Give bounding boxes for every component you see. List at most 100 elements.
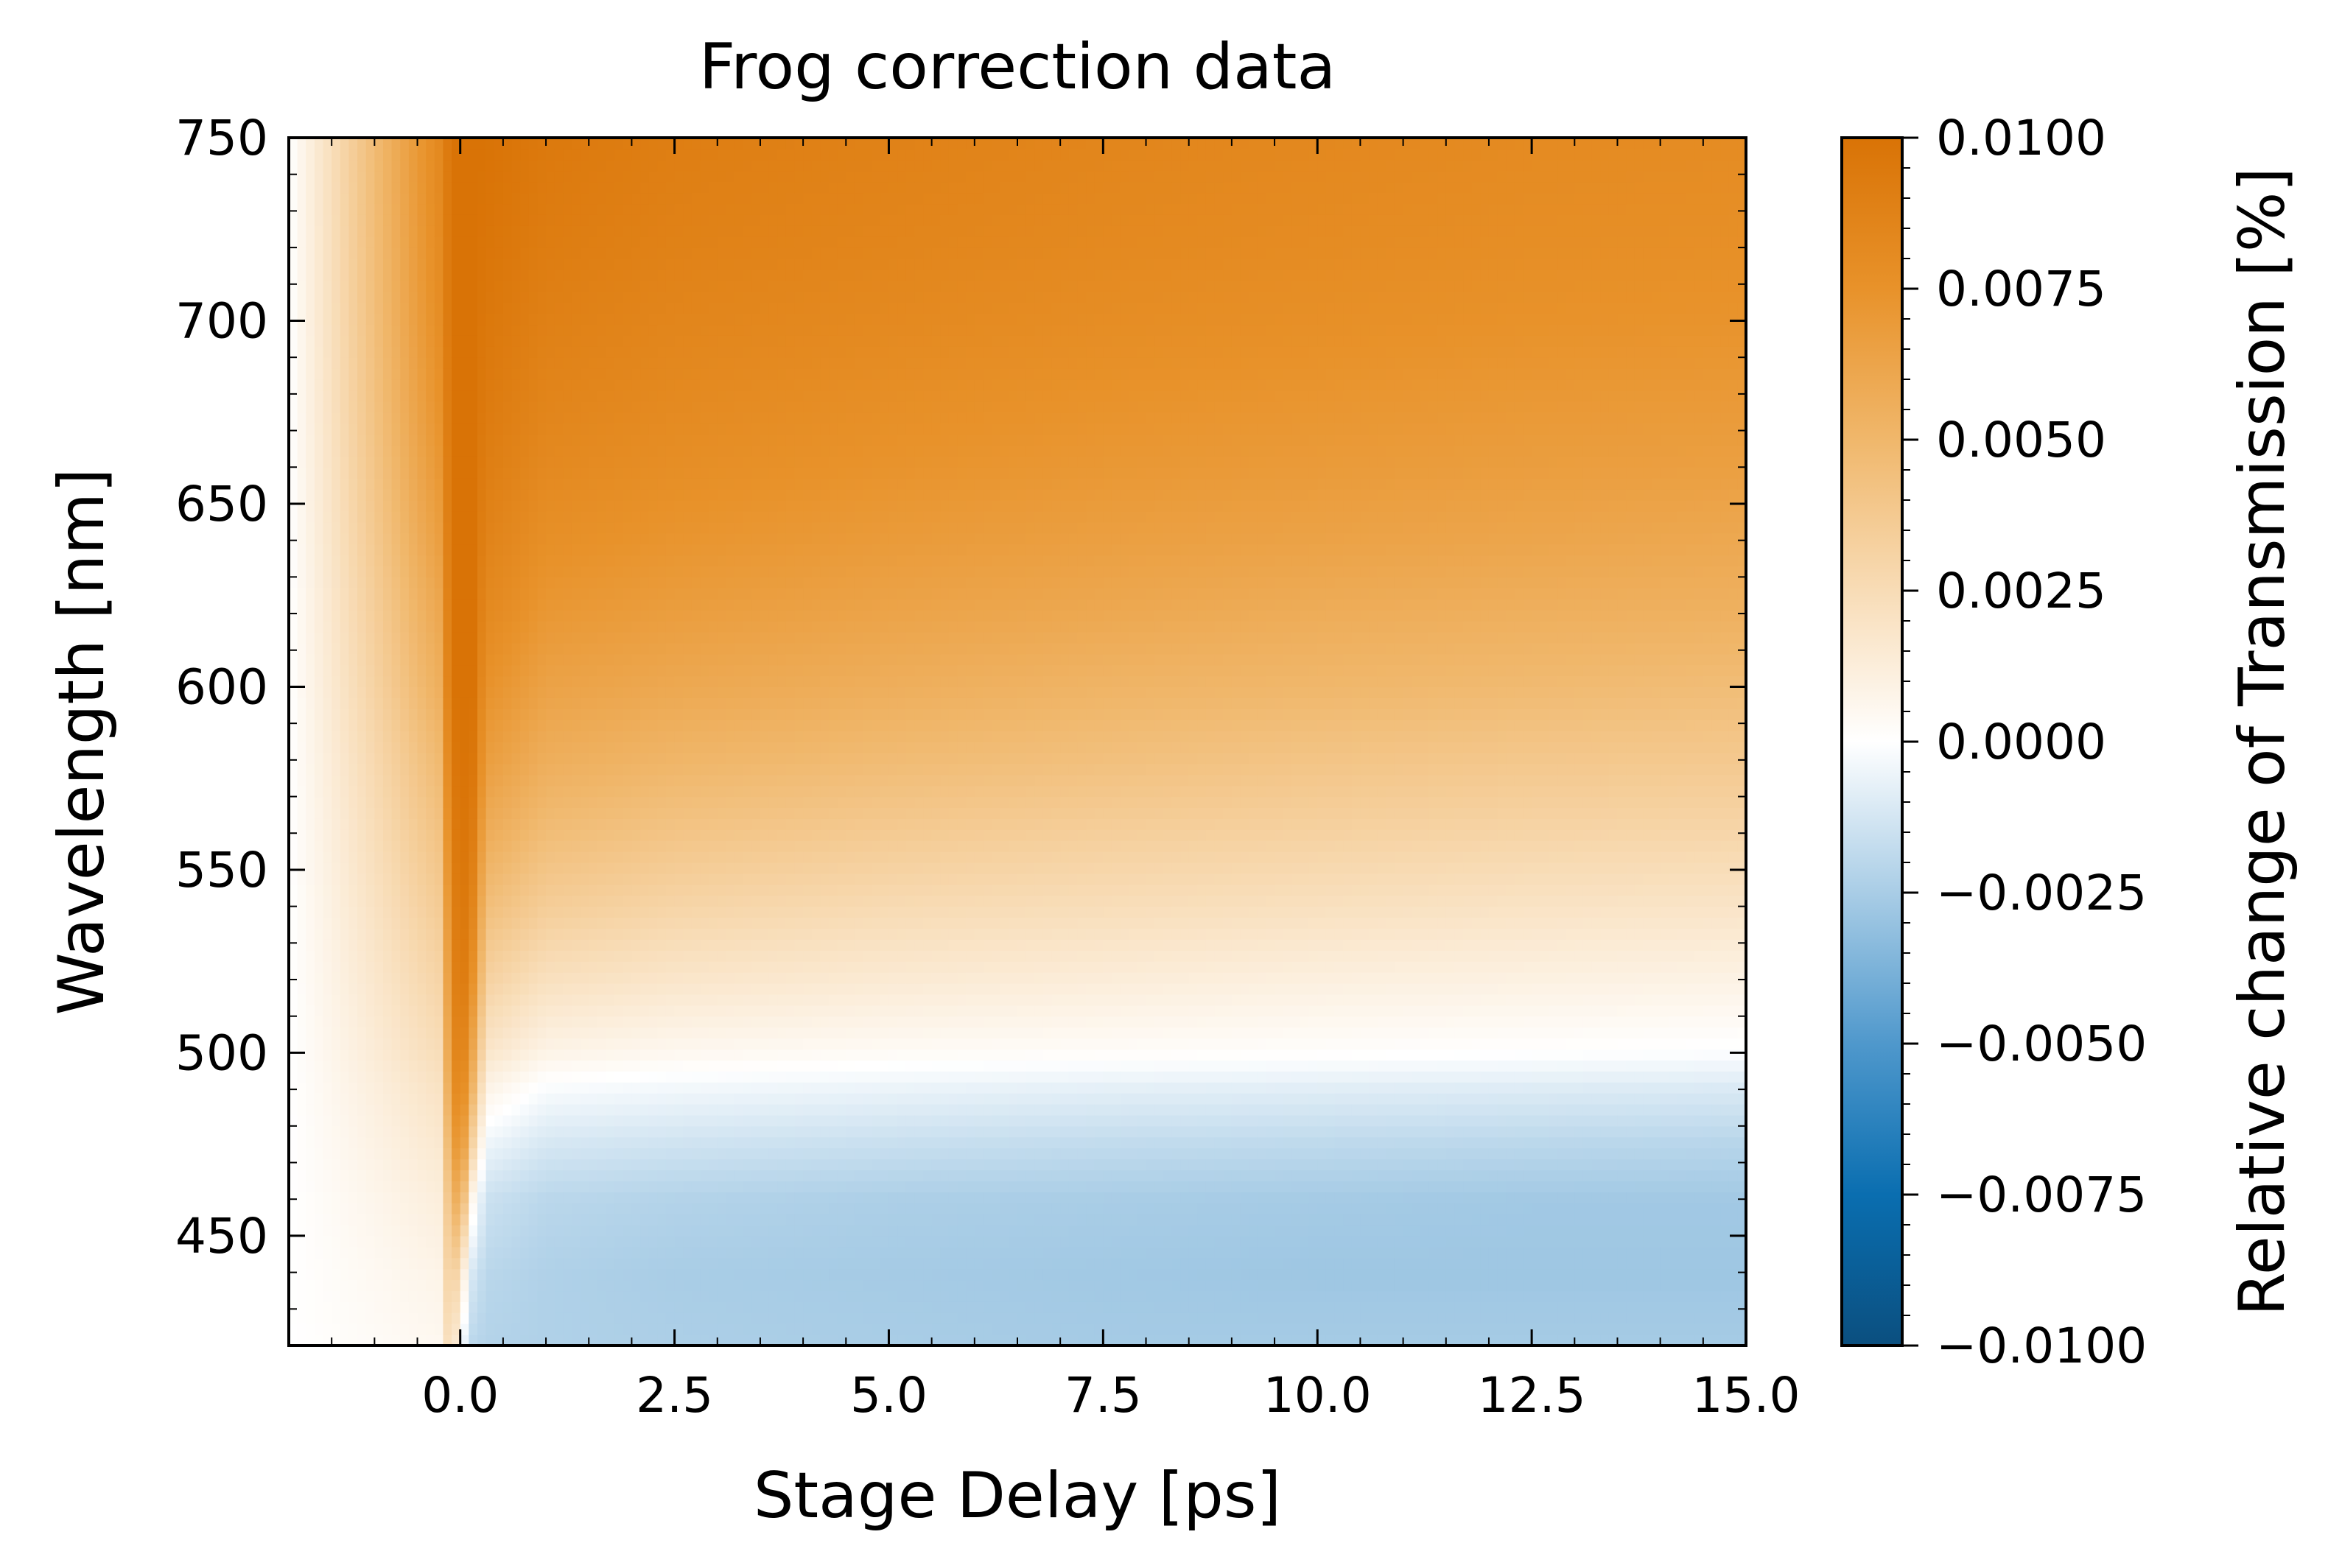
heatmap-cell bbox=[400, 1181, 410, 1192]
heatmap-cell bbox=[537, 1049, 547, 1061]
heatmap-cell bbox=[374, 1335, 384, 1346]
heatmap-cell bbox=[374, 1049, 384, 1061]
heatmap-cell bbox=[571, 1005, 581, 1017]
heatmap-cell bbox=[589, 357, 598, 369]
heatmap-cell bbox=[606, 1290, 615, 1302]
heatmap-cell bbox=[614, 236, 624, 248]
heatmap-cell bbox=[306, 763, 315, 776]
heatmap-cell bbox=[614, 170, 624, 183]
heatmap-cell bbox=[417, 675, 427, 688]
heatmap-cell bbox=[571, 170, 581, 183]
heatmap-cell bbox=[469, 368, 478, 380]
heatmap-cell bbox=[597, 1005, 607, 1017]
heatmap-cell bbox=[297, 720, 306, 731]
heatmap-cell bbox=[546, 1181, 555, 1192]
heatmap-cell bbox=[631, 1192, 641, 1203]
heatmap-cell bbox=[511, 840, 521, 852]
heatmap-cell bbox=[443, 829, 452, 841]
heatmap-cell bbox=[520, 1268, 530, 1281]
heatmap-cell bbox=[314, 642, 324, 655]
heatmap-cell bbox=[332, 851, 341, 863]
heatmap-cell bbox=[289, 697, 298, 709]
heatmap-cell bbox=[640, 544, 650, 556]
heatmap-cell bbox=[571, 302, 581, 314]
heatmap-cell bbox=[657, 720, 667, 731]
heatmap-cell bbox=[382, 621, 393, 633]
heatmap-cell bbox=[537, 664, 547, 677]
heatmap-cell bbox=[571, 862, 581, 874]
heatmap-cell bbox=[306, 1093, 315, 1105]
heatmap-cell bbox=[494, 259, 504, 270]
heatmap-cell bbox=[306, 313, 315, 326]
heatmap-cell bbox=[408, 939, 418, 951]
heatmap-cell bbox=[657, 709, 667, 720]
heatmap-cell bbox=[297, 840, 306, 852]
heatmap-cell bbox=[674, 939, 684, 951]
heatmap-cell bbox=[520, 983, 530, 995]
heatmap-cell bbox=[631, 961, 641, 973]
heatmap-cell bbox=[657, 236, 667, 248]
heatmap-cell bbox=[511, 478, 521, 490]
heatmap-cell bbox=[511, 159, 521, 172]
heatmap-cell bbox=[563, 456, 572, 468]
heatmap-cell bbox=[537, 1016, 547, 1028]
heatmap-cell bbox=[665, 1125, 676, 1138]
heatmap-cell bbox=[554, 1005, 564, 1017]
heatmap-cell bbox=[674, 1159, 684, 1171]
heatmap-cell bbox=[452, 1301, 461, 1313]
heatmap-cell bbox=[520, 664, 530, 677]
heatmap-cell bbox=[648, 324, 658, 336]
heatmap-cell bbox=[571, 1071, 581, 1083]
heatmap-cell bbox=[400, 961, 410, 973]
heatmap-cell bbox=[623, 642, 633, 655]
heatmap-cell bbox=[408, 478, 418, 490]
heatmap-cell bbox=[589, 807, 598, 819]
heatmap-cell bbox=[502, 521, 513, 534]
heatmap-cell bbox=[426, 752, 435, 764]
heatmap-cell bbox=[417, 1060, 427, 1072]
heatmap-cell bbox=[460, 1257, 469, 1270]
heatmap-cell bbox=[674, 840, 684, 852]
heatmap-cell bbox=[657, 961, 667, 973]
heatmap-cell bbox=[648, 1203, 658, 1214]
heatmap-cell bbox=[554, 1225, 564, 1237]
heatmap-cell bbox=[597, 214, 607, 226]
heatmap-cell bbox=[502, 763, 513, 776]
heatmap-cell bbox=[460, 489, 469, 501]
heatmap-cell bbox=[614, 214, 624, 226]
heatmap-cell bbox=[348, 379, 358, 391]
heatmap-cell bbox=[297, 873, 306, 885]
heatmap-cell bbox=[434, 1082, 444, 1094]
heatmap-cell bbox=[408, 346, 418, 358]
heatmap-cell bbox=[452, 170, 461, 183]
heatmap-cell bbox=[665, 621, 676, 633]
heatmap-cell bbox=[340, 1071, 350, 1083]
heatmap-cell bbox=[580, 1016, 589, 1028]
heatmap-cell bbox=[665, 1214, 676, 1226]
heatmap-cell bbox=[400, 1082, 410, 1094]
heatmap-cell bbox=[400, 1214, 410, 1226]
heatmap-cell bbox=[597, 675, 607, 688]
heatmap-cell bbox=[597, 752, 607, 764]
heatmap-cell bbox=[589, 291, 598, 303]
heatmap-cell bbox=[332, 1147, 341, 1160]
heatmap-cell bbox=[537, 1005, 547, 1017]
heatmap-cell bbox=[546, 203, 555, 215]
heatmap-cell bbox=[306, 203, 315, 215]
heatmap-cell bbox=[374, 489, 384, 501]
heatmap-cell bbox=[340, 697, 350, 709]
heatmap-cell bbox=[511, 1159, 521, 1171]
heatmap-cell bbox=[340, 950, 350, 962]
heatmap-cell bbox=[614, 621, 624, 633]
heatmap-cell bbox=[434, 807, 444, 819]
heatmap-cell bbox=[571, 500, 581, 512]
heatmap-cell bbox=[477, 1049, 487, 1061]
heatmap-cell bbox=[520, 610, 530, 622]
heatmap-cell bbox=[589, 566, 598, 577]
heatmap-cell bbox=[631, 642, 641, 655]
heatmap-cell bbox=[589, 1104, 598, 1116]
heatmap-cell bbox=[365, 1323, 375, 1335]
heatmap-cell bbox=[537, 599, 547, 611]
heatmap-cell bbox=[400, 731, 410, 742]
heatmap-cell bbox=[520, 324, 530, 336]
